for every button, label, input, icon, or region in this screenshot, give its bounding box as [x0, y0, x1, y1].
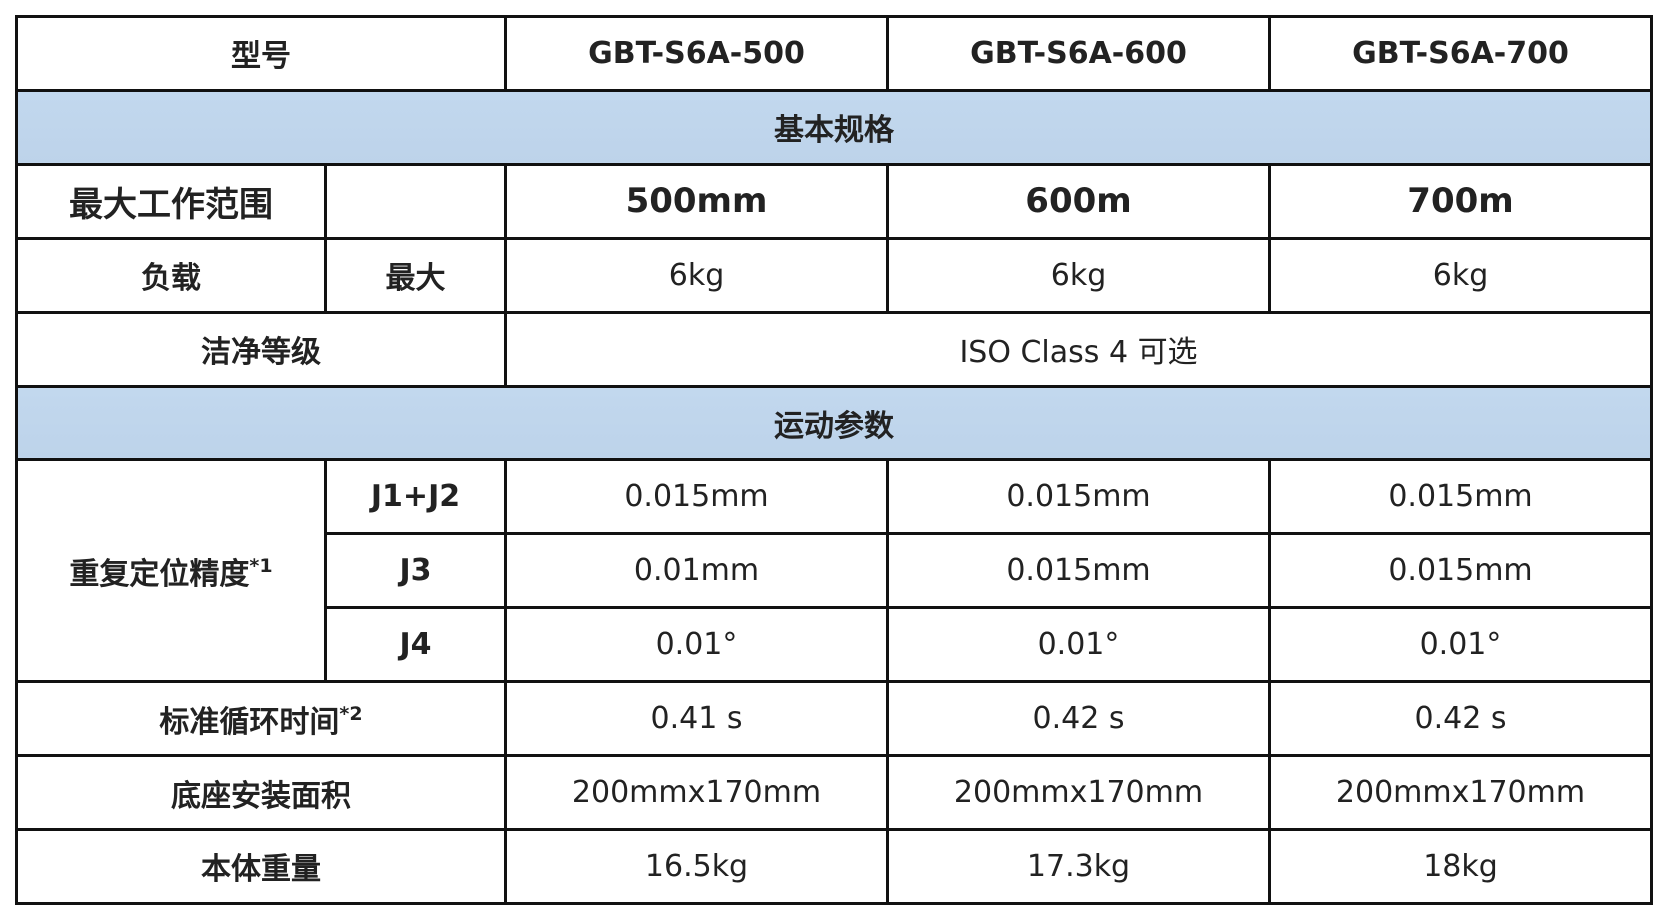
cell: 200mmx170mm — [1268, 754, 1653, 831]
label-text: 标准循环时间 — [159, 704, 340, 740]
axis-label: J3 — [324, 532, 507, 610]
work-range-row: 最大工作范围 500mm 600m 700m — [15, 162, 1653, 240]
cycle-time-label: 标准循环时间*2 — [15, 680, 507, 758]
section-motion: 运动参数 — [15, 384, 1653, 462]
repeatability-row: 重复定位精度*1 J1+J2 0.015mm 0.015mm 0.015mm — [15, 458, 1653, 684]
model-label: 型号 — [15, 15, 507, 92]
cell: 18kg — [1268, 827, 1653, 906]
cleanliness-row: 洁净等级 ISO Class 4 可选 — [15, 310, 1653, 388]
cell: 16.5kg — [504, 827, 889, 906]
cell: 0.015mm — [886, 532, 1271, 610]
cell: 0.41 s — [504, 680, 889, 758]
axis-label: J4 — [324, 606, 507, 684]
cell: 200mmx170mm — [886, 754, 1271, 831]
empty-cell — [324, 162, 507, 240]
cell: 0.01° — [504, 606, 889, 684]
cell: 500mm — [504, 162, 889, 240]
cell: 6kg — [1268, 236, 1653, 314]
cell: 0.015mm — [886, 458, 1271, 536]
mount-area-row: 底座安装面积 200mmx170mm 200mmx170mm 200mmx170… — [15, 754, 1653, 831]
model-600: GBT-S6A-600 — [886, 15, 1271, 92]
cell: 700m — [1268, 162, 1653, 240]
model-500: GBT-S6A-500 — [504, 15, 889, 92]
model-700: GBT-S6A-700 — [1268, 15, 1653, 92]
spec-table: 型号 GBT-S6A-500 GBT-S6A-600 GBT-S6A-700 基… — [15, 15, 1653, 906]
repeatability-row: J3 0.01mm 0.015mm 0.015mm — [17, 532, 1653, 610]
cell: 0.015mm — [1268, 458, 1653, 536]
payload-row: 负载 最大 6kg 6kg 6kg — [15, 236, 1653, 314]
payload-label: 负载 — [15, 236, 327, 314]
cell: 0.015mm — [504, 458, 889, 536]
weight-label: 本体重量 — [15, 827, 507, 906]
cell: 0.01mm — [504, 532, 889, 610]
work-range-label: 最大工作范围 — [15, 162, 327, 240]
cell: 0.42 s — [886, 680, 1271, 758]
cell: 17.3kg — [886, 827, 1271, 906]
cell: 200mmx170mm — [504, 754, 889, 831]
footnote-mark: *2 — [339, 702, 363, 725]
cell: 0.015mm — [1268, 532, 1653, 610]
section-basic: 基本规格 — [15, 88, 1653, 166]
model-header-row: 型号 GBT-S6A-500 GBT-S6A-600 GBT-S6A-700 — [15, 15, 1653, 92]
axis-label: J1+J2 — [324, 458, 507, 536]
cell: 600m — [886, 162, 1271, 240]
cell: 0.01° — [1268, 606, 1653, 684]
footnote-mark: *1 — [249, 554, 273, 577]
cell: 0.01° — [886, 606, 1271, 684]
weight-row: 本体重量 16.5kg 17.3kg 18kg — [15, 827, 1653, 906]
cycle-time-row: 标准循环时间*2 0.41 s 0.42 s 0.42 s — [15, 680, 1653, 758]
cell: 6kg — [886, 236, 1271, 314]
payload-sub: 最大 — [324, 236, 507, 314]
cell: 6kg — [504, 236, 889, 314]
repeatability-label: 重复定位精度*1 — [15, 458, 327, 684]
mount-area-label: 底座安装面积 — [15, 754, 507, 831]
cell: 0.42 s — [1268, 680, 1653, 758]
cleanliness-label: 洁净等级 — [15, 310, 507, 388]
repeatability-row: J4 0.01° 0.01° 0.01° — [17, 606, 1653, 684]
label-text: 重复定位精度 — [69, 556, 250, 592]
cleanliness-value: ISO Class 4 可选 — [504, 310, 1653, 388]
